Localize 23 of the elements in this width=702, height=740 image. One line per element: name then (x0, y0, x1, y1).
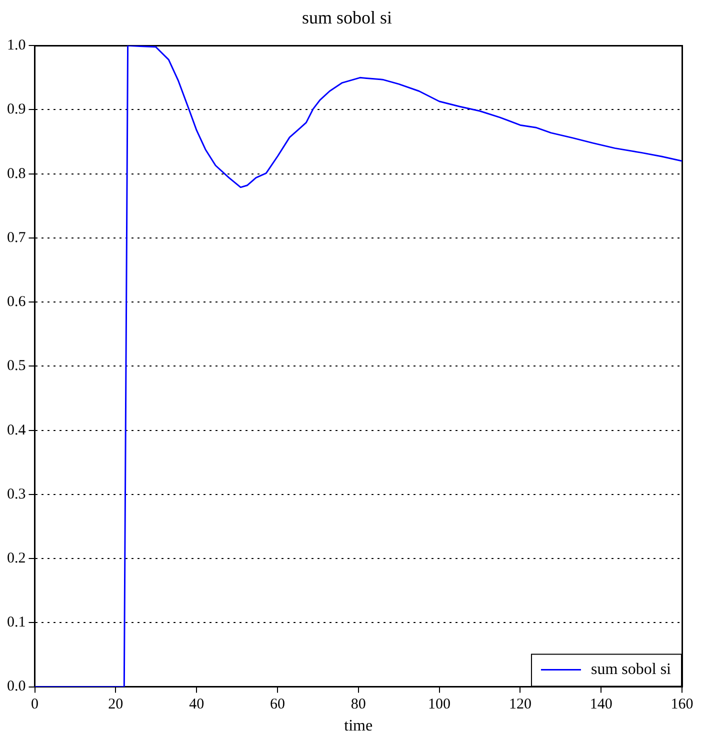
y-tick-label: 0.0 (7, 678, 26, 695)
y-tick-label: 0.8 (7, 166, 26, 182)
x-tick-label: 160 (670, 696, 694, 713)
x-tick-label: 100 (428, 696, 451, 713)
x-tick-label: 20 (108, 696, 124, 713)
chart-title: sum sobol si (302, 8, 392, 28)
x-tick-label: 140 (590, 696, 612, 713)
y-tick-label: 0.9 (7, 102, 26, 118)
x-tick-label: 60 (270, 696, 285, 713)
y-tick-label: 1.0 (7, 38, 26, 54)
x-tick-label: 120 (508, 696, 532, 713)
y-tick-label: 0.4 (7, 422, 26, 438)
x-tick-label: 0 (31, 696, 38, 713)
legend-label: sum sobol si (590, 661, 672, 678)
y-tick-label: 0.3 (7, 486, 26, 502)
x-tick-label: 40 (189, 696, 204, 713)
y-tick-label: 0.6 (7, 294, 26, 310)
x-tick-label: 80 (350, 696, 366, 713)
y-tick-label: 0.5 (7, 358, 26, 374)
x-axis-title: time (344, 718, 373, 735)
y-tick-label: 0.7 (7, 230, 26, 246)
y-tick-label: 0.2 (7, 550, 26, 566)
y-tick-label: 0.1 (7, 614, 26, 631)
